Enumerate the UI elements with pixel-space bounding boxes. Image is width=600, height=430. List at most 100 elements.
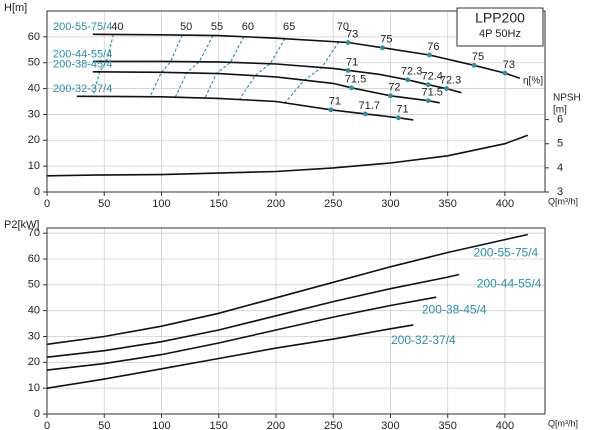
efficiency-label: 55 <box>211 21 223 33</box>
efficiency-point <box>471 62 477 68</box>
efficiency-point <box>362 111 368 117</box>
x-tick-label: 400 <box>496 420 514 430</box>
y-tick-label: 30 <box>28 108 40 120</box>
model-box <box>456 7 544 47</box>
curve <box>92 71 440 104</box>
curve <box>149 34 183 98</box>
model-label: LPP200 <box>475 10 525 26</box>
x-tick-label: 50 <box>98 420 110 430</box>
efficiency-point-label: 71.5 <box>422 87 443 99</box>
x-tick-label: 150 <box>210 198 228 210</box>
efficiency-point <box>405 77 411 83</box>
x-tick-label: 350 <box>439 198 457 210</box>
curve <box>46 296 437 371</box>
y-tick-label: 60 <box>28 31 40 43</box>
efficiency-point-label: 75 <box>472 51 484 63</box>
efficiency-point <box>388 93 393 99</box>
curve <box>46 273 460 358</box>
series-label: 200-55-75/4 <box>53 21 112 33</box>
efficiency-point <box>349 85 354 91</box>
y2-tick-label: 6 <box>557 114 563 126</box>
eta-label: η[%] <box>523 75 543 86</box>
curve <box>238 38 286 101</box>
x-axis-label: Q[m³/h] <box>548 196 578 206</box>
y-tick-label: 50 <box>28 57 40 69</box>
x-tick-label: 100 <box>152 198 170 210</box>
efficiency-point <box>426 52 432 58</box>
x-tick-label: 150 <box>210 420 228 430</box>
efficiency-point <box>425 82 431 88</box>
x-tick-label: 200 <box>267 420 285 430</box>
x-tick-label: 300 <box>381 420 399 430</box>
efficiency-point <box>396 115 401 121</box>
efficiency-point-label: 72.4 <box>422 71 443 83</box>
y-tick-label: 60 <box>28 253 40 265</box>
y-tick-label: 0 <box>34 408 40 420</box>
y-tick-label: 20 <box>28 356 40 368</box>
series-label: 200-44-55/4 <box>477 277 542 291</box>
y-axis-label: P2[kW] <box>4 219 39 231</box>
y-tick-label: 40 <box>28 82 40 94</box>
efficiency-point <box>345 40 351 45</box>
curve <box>284 41 340 103</box>
y2-axis-label: NPSH <box>553 93 581 104</box>
y-tick-label: 30 <box>28 330 40 342</box>
efficiency-label: 60 <box>242 21 254 33</box>
y-tick-label: 70 <box>28 227 40 239</box>
y-axis-label: H[m] <box>4 2 27 14</box>
efficiency-point-label: 71.5 <box>345 74 366 86</box>
x-tick-label: 50 <box>98 198 110 210</box>
x-tick-label: 400 <box>496 198 514 210</box>
curve <box>46 324 414 389</box>
series-label: 200-38-45/4 <box>422 302 487 316</box>
y2-axis-label: [m] <box>553 105 567 116</box>
efficiency-point-label: 71 <box>346 56 358 68</box>
plot-frame <box>46 227 546 415</box>
curve <box>46 134 529 177</box>
y2-tick-label: 3 <box>557 186 563 198</box>
curve <box>92 60 462 94</box>
efficiency-point-label: 75 <box>380 34 392 46</box>
x-axis-label: Q[m³/h] <box>548 418 578 428</box>
efficiency-point <box>425 98 431 104</box>
series-label: 200-55-75/4 <box>473 246 538 260</box>
efficiency-label: 40 <box>111 21 123 33</box>
efficiency-point-label: 72 <box>388 82 400 94</box>
y-tick-label: 40 <box>28 305 40 317</box>
efficiency-point <box>345 68 351 73</box>
curve <box>76 95 414 121</box>
efficiency-point-label: 71 <box>329 96 341 108</box>
efficiency-label: 65 <box>283 21 295 33</box>
efficiency-point-label: 72.3 <box>401 66 422 78</box>
y2-tick-label: 4 <box>557 162 563 174</box>
plot-frame <box>46 10 546 193</box>
x-tick-label: 200 <box>267 198 285 210</box>
model-label: 4P 50Hz <box>479 28 521 40</box>
curve <box>92 33 521 79</box>
efficiency-point-label: 76 <box>427 41 439 53</box>
y-tick-label: 0 <box>34 186 40 198</box>
curve <box>174 35 214 98</box>
x-tick-label: 250 <box>324 198 342 210</box>
y2-tick-label: 5 <box>557 138 563 150</box>
efficiency-label: 50 <box>180 21 192 33</box>
efficiency-label: 70 <box>337 21 349 33</box>
efficiency-point <box>502 70 508 76</box>
x-tick-label: 300 <box>381 198 399 210</box>
efficiency-point-label: 73 <box>503 59 515 71</box>
series-label: 200-44-55/4 <box>53 48 112 60</box>
series-label: 200-32-37/4 <box>53 83 112 95</box>
y-tick-label: 50 <box>28 279 40 291</box>
y-tick-label: 10 <box>28 382 40 394</box>
curve <box>46 233 528 346</box>
series-label: 200-32-37/4 <box>391 333 456 347</box>
efficiency-point <box>380 45 385 51</box>
efficiency-point-label: 73 <box>346 28 358 40</box>
x-tick-label: 250 <box>324 420 342 430</box>
series-label: 200-38-45/4 <box>53 59 112 71</box>
efficiency-point-label: 72.3 <box>440 74 461 86</box>
efficiency-point-label: 71.7 <box>359 100 380 112</box>
x-tick-label: 100 <box>152 420 170 430</box>
x-tick-label: 0 <box>44 420 50 430</box>
efficiency-point-label: 71 <box>396 104 408 116</box>
